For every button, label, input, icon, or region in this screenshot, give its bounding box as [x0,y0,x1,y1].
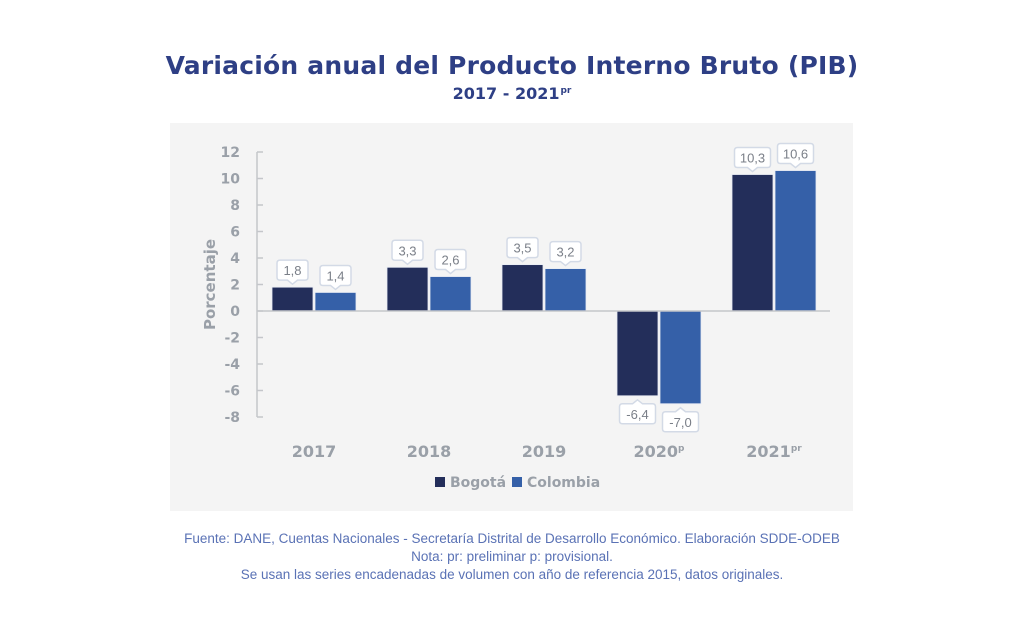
bar-colombia-2021 [774,170,817,312]
x-tick-year: 2017 [292,442,337,461]
chart-title: Variación anual del Producto Interno Bru… [165,51,859,80]
bar-bogot-2018 [386,266,429,312]
legend-label: Colombia [527,475,600,491]
subtitle-years: 2017 - 2021 [452,84,560,103]
data-label: 10,6 [783,147,808,162]
y-tick-label: 12 [221,145,240,161]
data-label-box [391,239,424,266]
data-label-box [506,236,539,263]
data-label: 2,6 [441,253,459,268]
x-tick-superscript: p [678,444,685,454]
footer-note: Nota: pr: preliminar p: provisional. [411,549,613,564]
bar-bogot-2019 [501,264,544,312]
x-tick-label: 2020p [634,442,686,461]
y-tick-label: 4 [230,251,240,267]
bar-bogot-2017 [271,286,314,312]
data-label: 3,2 [556,245,574,260]
data-label-box [276,259,309,286]
data-label: 3,5 [513,241,531,256]
chart-footer: Fuente: DANE, Cuentas Nacionales - Secre… [0,530,1024,584]
data-label: -6,4 [626,407,648,422]
y-tick-label: 6 [230,225,240,241]
data-label-box [733,146,772,173]
data-label: 1,4 [326,268,344,283]
bar-bogot-2021 [731,174,774,312]
y-tick-label: 10 [221,172,241,188]
y-tick-label: -6 [224,384,240,400]
legend-swatch-bogot [435,477,445,487]
subtitle-superscript: pr [560,86,572,96]
y-tick-label: 0 [230,304,240,320]
data-label: 1,8 [283,263,301,278]
y-tick-label: -2 [224,331,240,347]
bar-colombia-2017 [314,292,357,312]
x-tick-label: 2017 [292,442,337,461]
x-tick-year: 2018 [407,442,452,461]
data-label-box [549,240,582,267]
y-axis-label: Porcentaje [201,239,219,330]
bar-colombia-2019 [544,268,587,312]
bar-colombia-2020 [659,310,702,405]
chart-panel: 12 10 8 6 4 2 0 -2 -4 -6 -8 Porcentaje 1,8 1,4 2017 3,3… [170,123,853,511]
bar-chart: 12 10 8 6 4 2 0 -2 -4 -6 -8 Porcentaje 1,8 1,4 2017 3,3… [201,142,830,491]
footer-source: Fuente: DANE, Cuentas Nacionales - Secre… [184,531,840,546]
y-tick-label: -8 [224,410,240,426]
data-label-box [434,248,467,275]
x-tick-superscript: pr [791,444,802,454]
bar-colombia-2018 [429,276,472,312]
x-tick-year: 2021 [746,442,791,461]
legend-swatch-colombia [512,477,522,487]
x-tick-label: 2019 [522,442,567,461]
x-tick-label: 2018 [407,442,452,461]
data-label-box [618,398,657,425]
x-tick-year: 2020 [634,442,679,461]
bar-bogot-2020 [616,310,659,397]
footer-methodology: Se usan las series encadenadas de volume… [240,567,784,582]
data-label-box [661,406,700,433]
data-label: -7,0 [669,415,691,430]
x-tick-label: 2021pr [746,442,802,461]
data-label-box [319,264,352,291]
y-tick-label: -4 [224,357,240,373]
data-label: 10,3 [740,151,765,166]
data-label-box [776,142,815,169]
chart-subtitle: 2017 - 2021pr [0,84,1024,103]
legend-label: Bogotá [450,475,506,491]
data-label: 3,3 [398,243,416,258]
x-tick-year: 2019 [522,442,567,461]
y-tick-label: 8 [230,198,240,214]
y-tick-label: 2 [230,278,240,294]
